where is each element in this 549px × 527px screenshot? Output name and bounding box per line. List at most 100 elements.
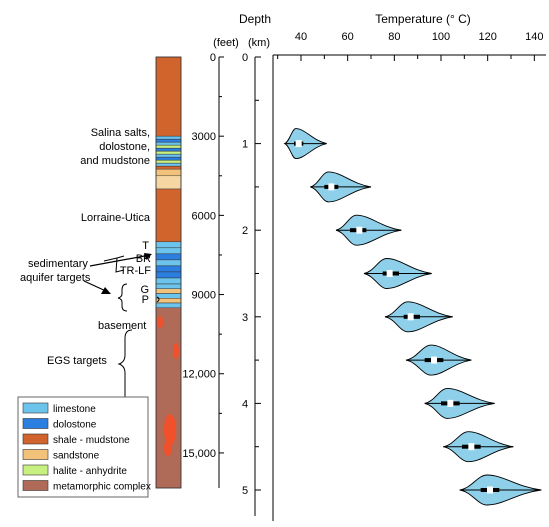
basement-spot — [164, 440, 172, 456]
column-band-salina-mix — [155, 150, 182, 155]
unit-label-p: P — [142, 294, 149, 306]
violin-3.5km — [405, 344, 472, 376]
salina-label-line-1: Salina salts, — [91, 127, 150, 139]
legend-swatch-0 — [22, 402, 49, 414]
column-band-carbonate-mix — [155, 271, 182, 279]
temp-tick-label: 60 — [342, 31, 354, 43]
feet-tick-label: 6000 — [192, 210, 216, 222]
feet-tick-label: 12,000 — [182, 369, 216, 381]
column-band-salina-mix — [155, 141, 182, 146]
basement-label: basement — [98, 320, 146, 332]
column-band-salina-mix — [155, 156, 182, 161]
column-band-carbonate-mix — [155, 253, 182, 261]
km-tick-label: 2 — [242, 225, 248, 237]
depth-title: Depth — [239, 12, 271, 26]
violin-median-marker — [295, 140, 302, 148]
violin-median-marker — [356, 226, 363, 234]
legend-swatch-4 — [22, 464, 49, 476]
violin-median-marker — [407, 313, 414, 321]
temperature-plot: 40 60 80 100 120 140 — [272, 31, 546, 521]
column-band-salina-mix — [155, 165, 182, 170]
basement-spot — [164, 414, 176, 446]
temp-tick-label: 40 — [295, 31, 307, 43]
violin-median-marker — [431, 356, 437, 364]
temperature-title: Temperature (° C) — [375, 12, 471, 26]
column-unit-sandstone — [155, 168, 182, 177]
depth-scales: 0 3000 6000 9000 12,000 15,000 0 1 2 3 4 5 — [182, 52, 261, 516]
legend-label-5: metamorphic complex — [53, 482, 151, 493]
salina-label-line-2: dolostone, — [99, 141, 150, 153]
feet-tick-label: 9000 — [192, 290, 216, 302]
legend-label-2: shale - mudstone — [53, 435, 130, 446]
column-band-sand-mix — [155, 293, 182, 299]
legend-swatch-3 — [22, 449, 49, 460]
column-band-salina-mix — [155, 162, 182, 167]
column-annotations: Salina salts, dolostone, and mudstone Lo… — [20, 127, 160, 408]
column-band-salina-mix — [155, 153, 182, 158]
column-band-carbonate-mix — [155, 241, 182, 249]
column-unit-shale — [155, 56, 182, 137]
column-unit-shale — [155, 188, 182, 243]
legend-swatch-1 — [22, 418, 49, 429]
column-band-sand-mix — [155, 288, 182, 294]
violin-median-marker — [468, 443, 475, 451]
gp-brace — [117, 283, 128, 312]
km-tick-label: 1 — [242, 139, 248, 151]
violin-5km — [459, 474, 542, 506]
lithology-legend: limestone dolostone shale - mudstone sandst… — [17, 396, 151, 498]
violin-1km — [283, 128, 327, 160]
legend-label-0: limestone — [53, 404, 96, 415]
column-unit-sandstone-light — [155, 175, 182, 190]
column-band-sand-mix — [155, 298, 182, 304]
basement-spot — [173, 343, 179, 359]
column-band-salina-mix — [155, 147, 182, 152]
column-outline — [155, 56, 182, 489]
violin-2.5km — [363, 258, 432, 289]
feet-tick-label: 0 — [210, 52, 216, 64]
stratigraphic-column — [155, 56, 182, 489]
legend-frame — [17, 396, 149, 498]
small-marker-2 — [156, 296, 160, 303]
column-band-carbonate-mix — [155, 265, 182, 273]
violin-4.5km — [443, 431, 514, 463]
legend-label-1: dolostone — [53, 420, 97, 431]
violin-3km — [384, 301, 453, 333]
column-band-carbonate-mix — [155, 277, 182, 285]
km-tick-label: 4 — [242, 398, 248, 410]
column-unit-metamorphic — [155, 307, 182, 489]
egs-targets-label: EGS targets — [47, 355, 107, 367]
feet-tick-label: 15,000 — [182, 448, 216, 460]
violin-median-marker — [447, 399, 454, 407]
legend-label-4: halite - anhydrite — [53, 466, 127, 477]
egs-brace — [117, 329, 133, 408]
column-band-salina-mix — [155, 135, 182, 140]
column-band-sand-mix — [155, 283, 182, 290]
sedimentary-label-line-1: sedimentary — [28, 258, 88, 270]
column-band-salina-mix — [155, 144, 182, 149]
column-band-salina-mix — [155, 138, 182, 143]
temp-tick-label: 100 — [432, 31, 450, 43]
km-tick-label: 0 — [242, 52, 248, 64]
legend-swatch-2 — [22, 433, 49, 445]
unit-label-t: T — [142, 240, 149, 252]
temp-tick-label: 140 — [525, 31, 543, 43]
sedimentary-brace — [103, 255, 125, 273]
feet-unit-label: (feet) — [213, 37, 239, 49]
violin-median-marker — [487, 486, 493, 494]
km-unit-label: (km) — [248, 37, 270, 49]
column-band-carbonate-mix — [155, 247, 182, 255]
sedimentary-label-line-2: aquifer targets — [20, 272, 91, 284]
column-band-carbonate-mix — [155, 259, 182, 267]
salina-label-line-3: and mudstone — [80, 155, 150, 167]
km-tick-label: 3 — [242, 312, 248, 324]
legend-label-3: sandstone — [53, 451, 100, 462]
temp-tick-label: 120 — [478, 31, 496, 43]
aquifer-arrow-upper — [89, 254, 151, 267]
violin-median-marker — [328, 183, 335, 191]
violin-1.5km — [310, 171, 372, 203]
column-band-salina-mix — [155, 159, 182, 164]
violin-2km — [335, 214, 402, 246]
unit-label-g: G — [140, 284, 149, 296]
unit-label-tr-lf: TR-LF — [120, 265, 151, 277]
